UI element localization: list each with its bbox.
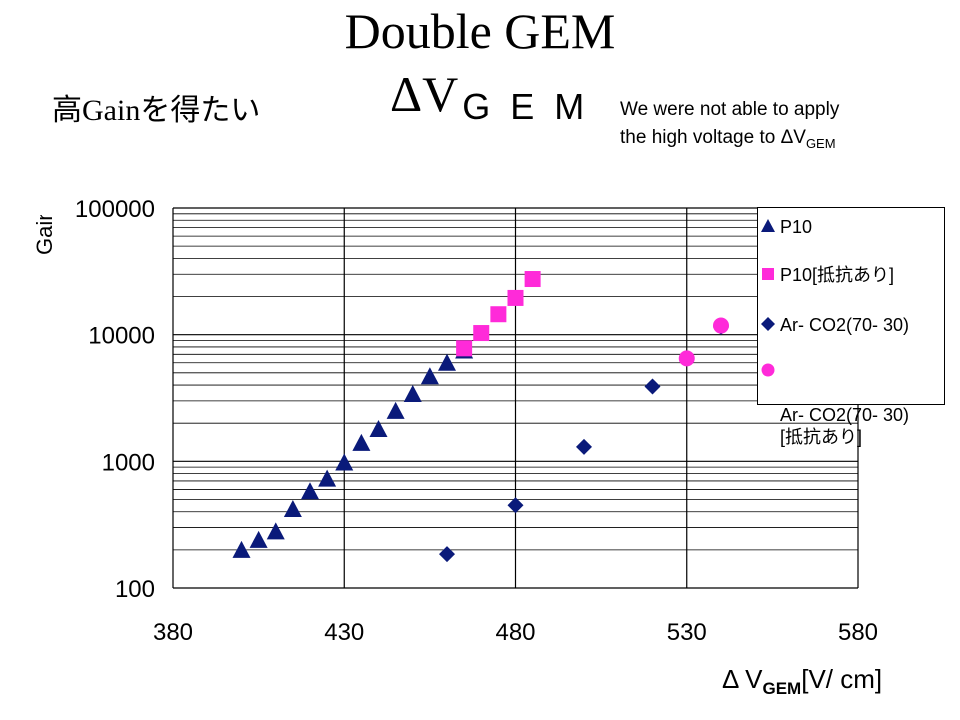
x-axis-label-sub: GEM [762, 679, 802, 699]
y-axis-label-text: Gain [32, 215, 57, 255]
heading-delta: ΔV [390, 66, 459, 122]
data-point-square [524, 271, 541, 288]
note-line-1: We were not able to apply [620, 99, 840, 120]
data-point-circle [713, 317, 729, 334]
x-axis-label-prefix: Δ V [722, 664, 763, 694]
data-point-triangle [420, 367, 439, 385]
triangle-marker-icon [761, 219, 775, 232]
legend-label-p10: P10 [780, 217, 813, 237]
circle-marker-icon [761, 363, 775, 377]
data-point-diamond [439, 546, 455, 563]
legend-label-arco2: Ar- CO2(70- 30) [780, 315, 910, 335]
x-tick-label: 430 [324, 619, 364, 646]
heading-delta-v: ΔV G E M [390, 66, 589, 127]
data-point-triangle [301, 482, 319, 500]
x-tick-label: 580 [838, 619, 878, 646]
heading-sub: G E M [462, 86, 590, 127]
data-point-triangle [266, 522, 285, 540]
x-axis-label-suffix: [V/ cm] [801, 664, 883, 694]
goal-prefix: 高 [52, 94, 82, 127]
data-point-diamond [644, 378, 661, 395]
x-tick-label: 380 [153, 619, 193, 646]
legend-item-arco2: Ar- CO2(70- 30) [761, 314, 910, 336]
legend: P10 P10[抵抗あり] Ar- CO2(70- 30) Ar- CO2(70… [757, 207, 945, 447]
data-point-triangle [403, 385, 422, 403]
y-tick-label: 10000 [88, 323, 155, 350]
note-text: We were not able to apply the high volta… [620, 96, 839, 158]
note-line-2-text: the high voltage to ΔV [620, 127, 806, 148]
note-sub: GEM [805, 135, 836, 151]
data-point-triangle [335, 453, 354, 471]
goal-gain: Gain [82, 94, 141, 127]
data-point-triangle [283, 500, 302, 518]
x-axis-label: Δ VGEM[V/ cm] [722, 664, 882, 699]
data-point-triangle [369, 419, 388, 437]
y-axis-label: Gain [32, 215, 57, 255]
data-point-square [473, 325, 490, 342]
data-point-square [490, 306, 507, 323]
legend-label-p10-resistor: P10[抵抗あり] [780, 265, 895, 285]
data-point-triangle [232, 540, 251, 558]
data-point-circle [678, 350, 695, 367]
data-points [232, 271, 729, 563]
note-line-2: the high voltage to ΔVGEM [620, 124, 839, 158]
legend-item-arco2-resistor: Ar- CO2(70- 30) [抵抗あり] [761, 360, 910, 448]
x-tick-label: 530 [667, 619, 707, 646]
goal-text: 高Gainを得たい [52, 93, 260, 129]
data-point-square [456, 340, 473, 357]
data-point-triangle [386, 401, 405, 419]
chart-title: Double GEM [344, 3, 616, 59]
data-point-triangle [352, 433, 371, 451]
legend-item-p10: P10 [761, 216, 813, 238]
data-point-triangle [318, 469, 337, 487]
data-point-square [507, 289, 524, 306]
data-point-diamond [507, 497, 524, 514]
goal-suffix: を得たい [140, 94, 261, 127]
y-tick-label: 100000 [75, 196, 155, 223]
diamond-marker-icon [761, 317, 775, 331]
y-tick-label: 100 [115, 576, 155, 603]
legend-item-p10-resistor: P10[抵抗あり] [762, 264, 895, 286]
tick-labels: 100 1000 10000 100000 380 430 480 530 580 [75, 196, 878, 646]
data-point-triangle [438, 353, 456, 371]
x-tick-label: 480 [495, 619, 535, 646]
y-tick-label: 1000 [102, 449, 155, 476]
grid-lines [172, 207, 859, 589]
square-marker-icon [762, 268, 774, 280]
data-point-triangle [249, 530, 268, 548]
data-point-diamond [576, 438, 592, 455]
legend-label-arco2-resistor: Ar- CO2(70- 30) [抵抗あり] [780, 405, 910, 447]
